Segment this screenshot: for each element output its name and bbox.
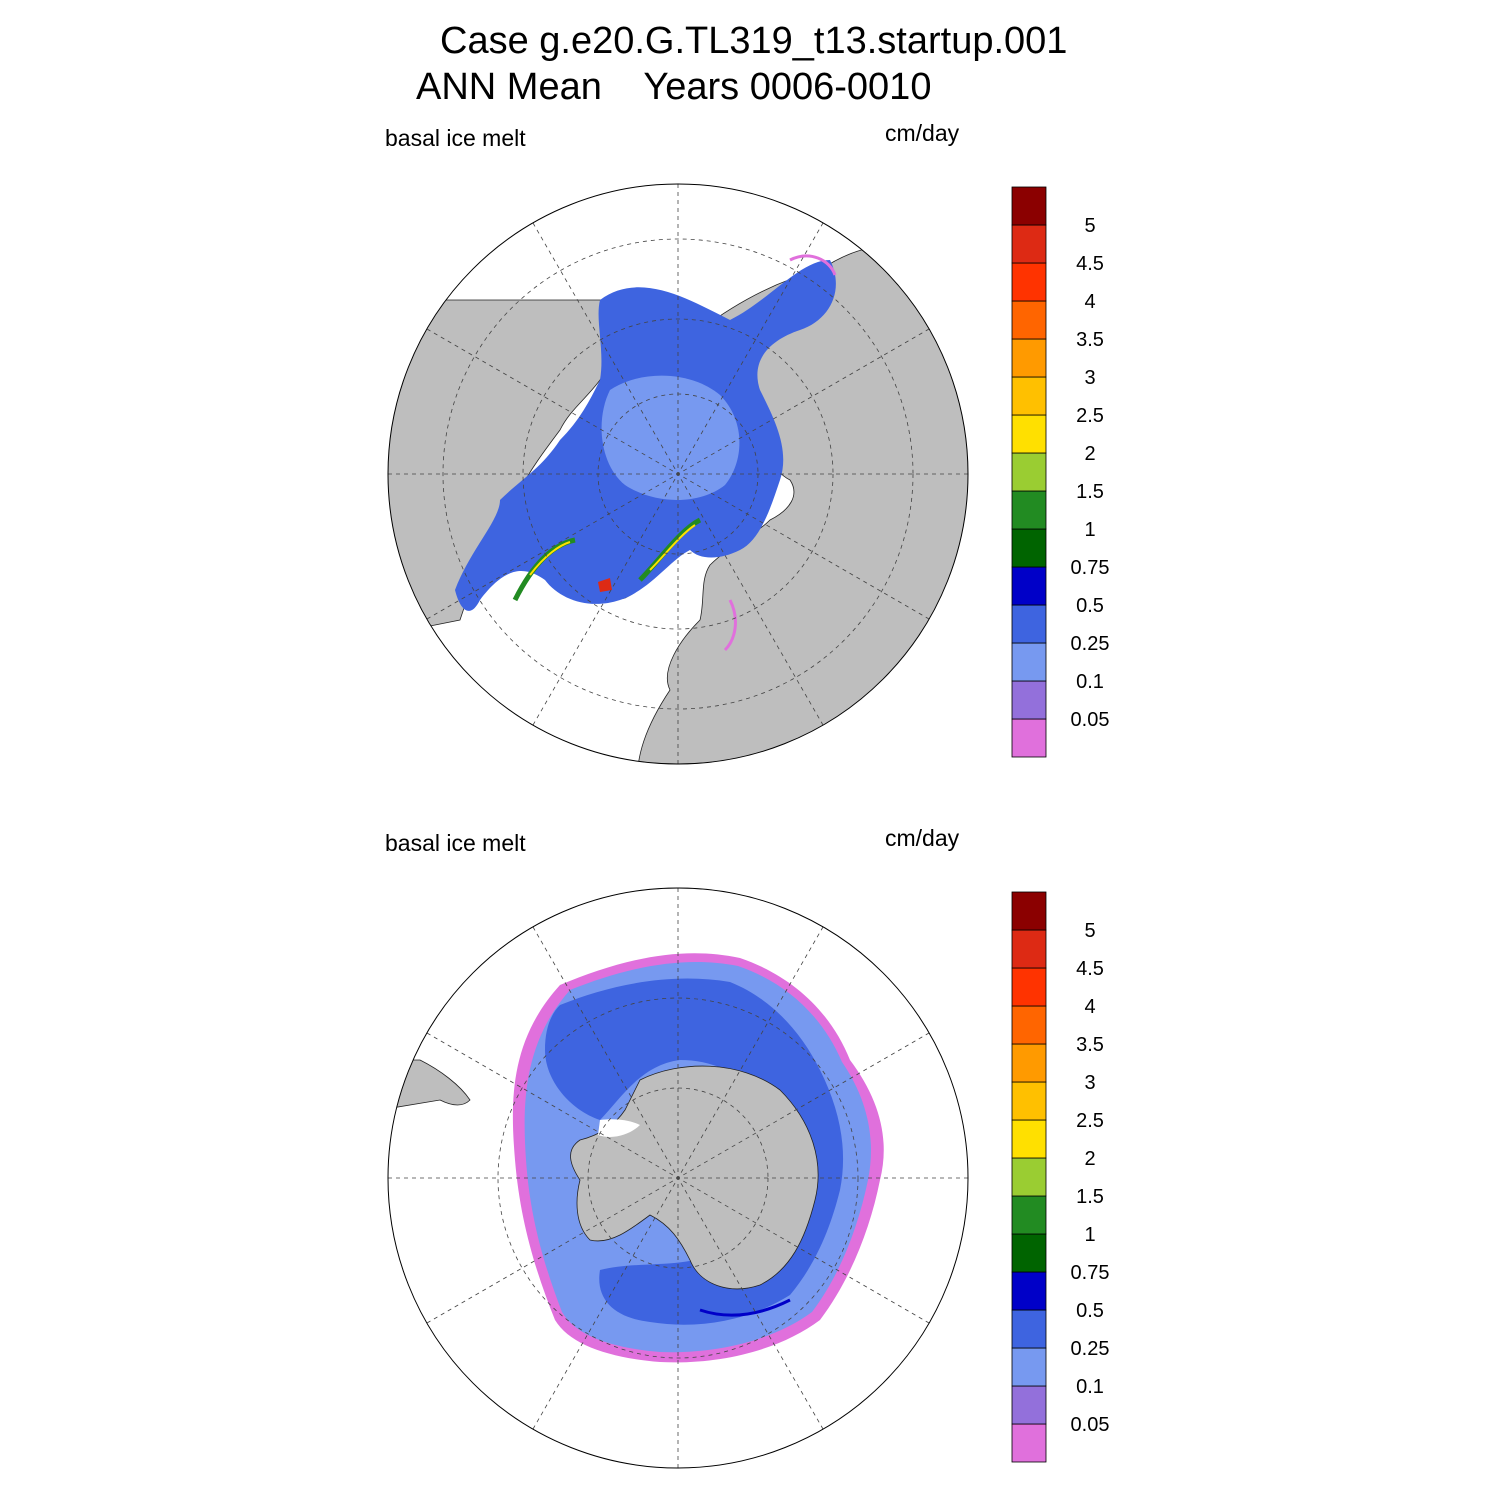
north-high-melt-yellow [529, 524, 696, 576]
colorbar-tick-label: 3 [1084, 1072, 1095, 1094]
colorbar-swatch [1011, 262, 1047, 302]
colorbar-swatch [1011, 1423, 1047, 1463]
colorbar-tick-label: 0.5 [1076, 595, 1104, 617]
colorbar-swatch [1011, 1233, 1047, 1273]
south-graticule [388, 888, 968, 1468]
colorbar-tick-label: 4.5 [1076, 253, 1104, 275]
colorbar-swatch [1011, 642, 1047, 682]
south-right-label: cm/day [885, 825, 960, 851]
colorbar-swatch [1011, 490, 1047, 530]
colorbar-tick-label: 4 [1084, 996, 1095, 1018]
colorbar-tick-label: 1 [1084, 519, 1095, 541]
colorbar-swatch [1011, 604, 1047, 644]
figure-title-line1: Case g.e20.G.TL319_t13.startup.001 [440, 20, 1068, 62]
colorbar-swatch [1011, 1119, 1047, 1159]
colorbar-tick-label: 0.05 [1071, 709, 1110, 731]
figure-title-line2: ANN Mean Years 0006-0010 [416, 66, 932, 108]
colorbar-swatch [1011, 1157, 1047, 1197]
colorbar-swatch [1011, 566, 1047, 606]
south-map-border [387, 887, 969, 1469]
colorbar-swatch [1011, 224, 1047, 264]
north-sea-ice-inner [601, 375, 740, 500]
colorbar-swatch [1011, 1195, 1047, 1235]
north-graticule [388, 184, 968, 764]
south-colorbar: 0.05 0.1 0.25 0.5 0.75 1 1.5 2 2.5 3 3.5 4 4.5 5 [1011, 891, 1110, 1463]
colorbar-swatch [1011, 1385, 1047, 1425]
south-land-antarctica [570, 1065, 819, 1290]
colorbar-swatch [1011, 680, 1047, 720]
colorbar-tick-label: 5 [1084, 920, 1095, 942]
north-sea-ice-margin-pink [723, 254, 837, 652]
north-colorbar: 0.05 0.1 0.25 0.5 0.75 1 1.5 2 2.5 3 3.5 4 4.5 5 [1011, 186, 1110, 758]
colorbar-swatch [1011, 929, 1047, 969]
colorbar-tick-label: 2 [1084, 1148, 1095, 1170]
north-polar-map [387, 183, 969, 765]
colorbar-swatch [1011, 414, 1047, 454]
colorbar-tick-label: 4.5 [1076, 958, 1104, 980]
colorbar-swatch [1011, 1005, 1047, 1045]
colorbar-swatch [1011, 452, 1047, 492]
colorbar-swatch [1011, 338, 1047, 378]
colorbar-tick-label: 1 [1084, 1224, 1095, 1246]
colorbar-tick-label: 0.1 [1076, 1376, 1104, 1398]
south-left-label: basal ice melt [385, 830, 526, 856]
north-right-label: cm/day [885, 120, 960, 146]
colorbar-tick-label: 2 [1084, 443, 1095, 465]
colorbar-swatch [1011, 1271, 1047, 1311]
south-polar-map [387, 887, 969, 1469]
colorbar-tick-label: 0.25 [1071, 633, 1110, 655]
colorbar-tick-label: 3.5 [1076, 1034, 1104, 1056]
colorbar-tick-label: 0.05 [1071, 1414, 1110, 1436]
colorbar-swatch [1011, 1081, 1047, 1121]
colorbar-swatch [1011, 528, 1047, 568]
colorbar-swatch [1011, 300, 1047, 340]
colorbar-swatch [1011, 891, 1047, 931]
north-left-label: basal ice melt [385, 125, 526, 151]
colorbar-tick-label: 0.75 [1071, 1262, 1110, 1284]
colorbar-tick-label: 1.5 [1076, 1186, 1104, 1208]
north-map-border [387, 183, 969, 765]
colorbar-swatch [1011, 376, 1047, 416]
colorbar-swatch [1011, 186, 1047, 226]
colorbar-swatch [1011, 1347, 1047, 1387]
colorbar-tick-label: 0.75 [1071, 557, 1110, 579]
south-peninsula-open-water [598, 1119, 640, 1137]
colorbar-swatch [1011, 967, 1047, 1007]
colorbar-tick-label: 0.1 [1076, 671, 1104, 693]
colorbar-tick-label: 3 [1084, 367, 1095, 389]
north-high-melt-red [598, 578, 612, 592]
colorbar-tick-label: 0.5 [1076, 1300, 1104, 1322]
colorbar-tick-label: 2.5 [1076, 1110, 1104, 1132]
colorbar-tick-label: 1.5 [1076, 481, 1104, 503]
colorbar-swatch [1011, 1309, 1047, 1349]
colorbar-tick-label: 2.5 [1076, 405, 1104, 427]
colorbar-swatch [1011, 1043, 1047, 1083]
colorbar-swatch [1011, 718, 1047, 758]
colorbar-tick-label: 4 [1084, 291, 1095, 313]
colorbar-tick-label: 0.25 [1071, 1338, 1110, 1360]
colorbar-tick-label: 5 [1084, 215, 1095, 237]
colorbar-tick-label: 3.5 [1076, 329, 1104, 351]
